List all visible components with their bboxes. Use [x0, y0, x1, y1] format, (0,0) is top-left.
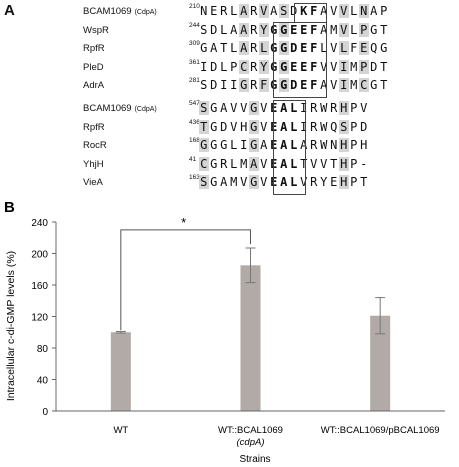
protein-note: (CdpA)	[134, 9, 157, 16]
alignment-row: AdrA 281 S D I I G R F G G D E F A V I M C G T	[0, 77, 459, 94]
protein-name: RpfR	[83, 43, 105, 54]
error-bar	[375, 297, 386, 335]
alignment-row: RocR 168 G G G L I G A E A L A R W N H P H	[0, 137, 459, 154]
significance-bracket: *	[120, 215, 251, 331]
alignment-row: VieA 163 S G A M V G V E A L V R Y E H P T	[0, 174, 459, 191]
x-axis: WT WT::BCAL1069(cdpA) WT::BCAL1069/pBCAL10…	[56, 410, 445, 448]
protein-name: RpfR	[83, 121, 105, 133]
y-tick-label: 40	[37, 376, 49, 387]
protein-name: VieA	[83, 177, 103, 188]
y-tick-label: 80	[37, 344, 49, 355]
residue-start-number: 163	[189, 174, 200, 181]
bar	[110, 332, 131, 411]
protein-name: PleD	[83, 61, 104, 73]
residue-start-number: 547	[189, 100, 200, 107]
cdigmp-bar-chart: B 0 40 80 120 160 200 240 WT WT::BCAL1069(cdpA)…	[4, 199, 445, 465]
bar	[370, 315, 391, 411]
protein-name: BCAM1069 (CdpA)	[83, 6, 157, 17]
alignment-row: RpfR 436 T G D V H G V E A L I R W Q S P D	[0, 119, 459, 136]
residue-start-number: 281	[189, 77, 200, 84]
alignment-row: BCAM1069 (CdpA) 210 N E R L A R V A S D K F A V V L N A P	[0, 3, 459, 20]
residue-start-number: 41	[189, 155, 197, 163]
x-tick-label: WT::BCAL1069	[218, 425, 283, 436]
y-axis: 0 40 80 120 160 200 240	[31, 218, 57, 418]
y-tick-label: 160	[31, 281, 48, 292]
residue-start-number: 309	[189, 40, 200, 47]
y-axis-title: Intracellular c-di-GMP levels (%)	[5, 251, 17, 401]
residue-start-number: 361	[189, 58, 200, 66]
y-tick-label: 240	[31, 218, 48, 229]
residue-start-number: 244	[189, 21, 200, 29]
error-bar	[245, 247, 256, 284]
x-tick-label: WT::BCAL1069/pBCAL1069	[321, 425, 440, 436]
y-tick-label: 0	[42, 407, 48, 418]
x-axis-title: Strains	[239, 454, 270, 465]
alignment-row: WspR 244 S D L A A R Y G G E E F A M V L P G T	[0, 22, 459, 39]
y-tick-label: 200	[31, 250, 48, 261]
protein-note: (CdpA)	[134, 106, 157, 113]
residue-start-number: 168	[189, 137, 200, 144]
bar-series	[110, 247, 391, 411]
alignment-row: BCAM1069 (CdpA) 547 S G A V V G V E A L I R W R H P V	[0, 100, 459, 117]
protein-name: BCAM1069 (CdpA)	[83, 103, 157, 114]
bar	[240, 265, 261, 411]
x-tick-label: WT	[113, 425, 128, 436]
y-tick-label: 120	[31, 313, 48, 324]
error-bar	[115, 330, 126, 334]
bracket-line	[120, 229, 251, 331]
residue-start-number: 210	[189, 3, 200, 10]
residue-start-number: 436	[189, 118, 200, 126]
protein-name: RocR	[83, 140, 107, 151]
alignment-row: PleD 361 I D L P C R Y G G E E F V V I M P D T	[0, 59, 459, 76]
protein-name: WspR	[83, 24, 109, 36]
x-tick-sublabel: (cdpA)	[237, 437, 265, 448]
significance-star: *	[181, 215, 186, 230]
alignment-row: YhjH 41 C G R L M A V E A L T V V T H P -	[0, 156, 459, 173]
alignment-row: RpfR 309 G A T L A R L G G D E F L V L F E Q G	[0, 40, 459, 57]
protein-name: YhjH	[83, 158, 104, 170]
panel-a-label: A	[4, 2, 15, 19]
alignment-panel: A BCAM1069 (CdpA) 210 N E R L A R V A S D K F A V V L N A P Ws…	[0, 0, 459, 195]
panel-b-label: B	[4, 199, 15, 216]
protein-name: AdrA	[83, 80, 105, 91]
